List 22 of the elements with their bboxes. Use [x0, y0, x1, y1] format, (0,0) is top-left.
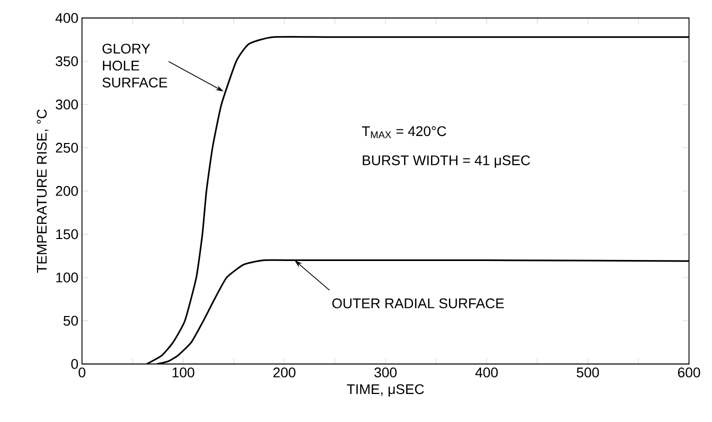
x-tick-label: 200	[273, 368, 296, 378]
annotation: GLORY HOLE SURFACE	[102, 44, 168, 88]
y-tick-label: 50	[64, 316, 78, 326]
y-tick-label: 400	[56, 13, 78, 23]
x-axis-title: TIME, μSEC	[346, 384, 424, 397]
x-tick-label: 400	[475, 368, 498, 378]
annotation: OUTER RADIAL SURFACE	[332, 298, 504, 308]
annotation: T$_{MAX}$ = 420°C	[362, 126, 446, 138]
x-tick-label: 0	[78, 368, 86, 378]
y-tick-label: 100	[56, 272, 78, 282]
x-tick-label: 600	[678, 368, 700, 378]
y-axis-title: TEMPERATURE RISE, °C	[36, 109, 48, 273]
y-tick-label: 150	[56, 229, 78, 240]
x-tick-label: 100	[172, 368, 194, 378]
y-tick-label: 200	[56, 186, 78, 196]
y-tick-label: 0	[71, 359, 78, 369]
x-tick-label: 500	[576, 368, 599, 378]
y-tick-label: 300	[56, 100, 78, 110]
x-tick-label: 300	[374, 368, 397, 378]
y-tick-label: 350	[56, 56, 78, 66]
annotation: BURST WIDTH = 41 μSEC	[362, 155, 530, 168]
y-tick-label: 250	[56, 142, 78, 153]
